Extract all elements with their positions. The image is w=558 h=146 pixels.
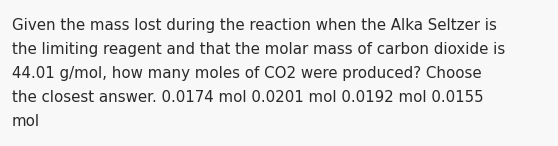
Text: the closest answer. 0.0174 mol 0.0201 mol 0.0192 mol 0.0155: the closest answer. 0.0174 mol 0.0201 mo… [12, 90, 484, 105]
Text: mol: mol [12, 114, 40, 129]
Text: the limiting reagent and that the molar mass of carbon dioxide is: the limiting reagent and that the molar … [12, 42, 505, 57]
Text: 44.01 g/mol, how many moles of CO2 were produced? Choose: 44.01 g/mol, how many moles of CO2 were … [12, 66, 482, 81]
Text: Given the mass lost during the reaction when the Alka Seltzer is: Given the mass lost during the reaction … [12, 18, 497, 33]
